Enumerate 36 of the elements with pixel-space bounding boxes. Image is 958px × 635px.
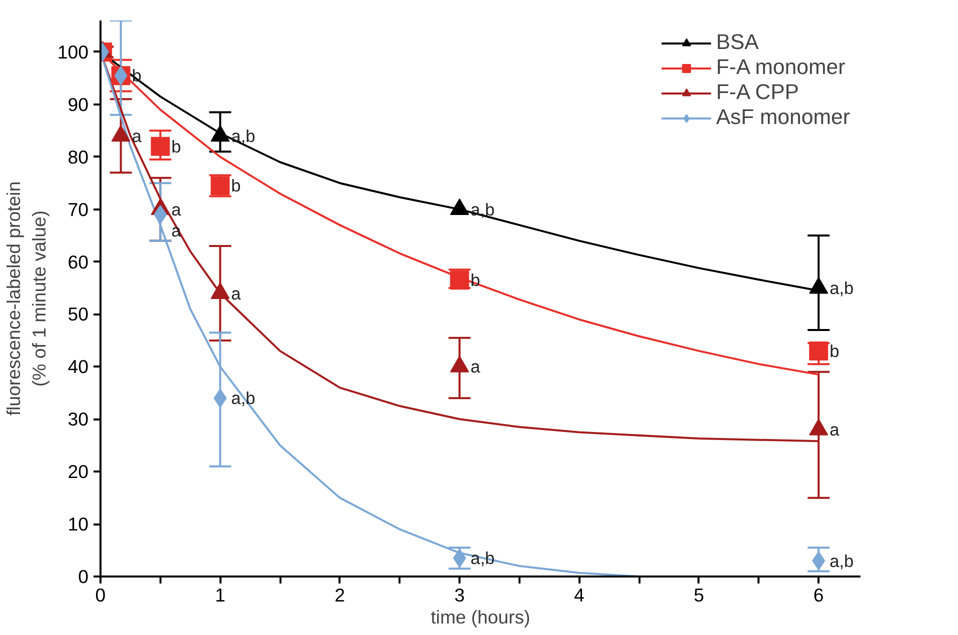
y-tick-label: 70: [68, 198, 89, 220]
annotation: b: [231, 176, 241, 196]
x-tick-label: 0: [95, 584, 106, 606]
y-tick-label: 90: [68, 94, 89, 115]
annotation: a: [231, 283, 242, 304]
y-tick-label: 80: [68, 146, 89, 168]
x-tick-label: 5: [694, 584, 704, 606]
y-tick-label: 40: [68, 356, 89, 378]
x-tick-label: 6: [813, 584, 824, 606]
x-tick-label: 2: [334, 584, 346, 606]
x-tick-label: 3: [454, 584, 465, 606]
annotation: a,b: [470, 199, 495, 220]
y-tick-label: 100: [57, 41, 89, 62]
annotation: a: [470, 356, 481, 377]
legend-label: F-A monomer: [716, 55, 846, 80]
y-axis-title: fluorescence-labeled protein (% of 1 minute value): [3, 181, 50, 416]
annotation: b: [171, 136, 181, 156]
annotation: a: [132, 126, 142, 146]
x-axis-title: time (hours): [430, 606, 530, 628]
annotation: b: [830, 340, 840, 361]
annotation: a: [830, 420, 840, 440]
y-tick-label: 10: [68, 514, 89, 535]
annotation: a: [171, 199, 182, 220]
y-tick-label: 20: [68, 461, 89, 482]
x-tick-label: 1: [214, 584, 226, 606]
y-tick-label: 30: [68, 408, 89, 430]
annotation: a,b: [231, 126, 256, 146]
y-tick-label: 0: [78, 566, 89, 587]
annotation: a,b: [830, 278, 854, 298]
legend-label: F-A CPP: [716, 80, 800, 105]
y-tick-label: 60: [68, 251, 89, 272]
y-tick-label: 50: [68, 304, 89, 325]
legend-label: BSA: [716, 30, 759, 55]
x-tick-label: 4: [574, 584, 584, 606]
annotation: a,b: [830, 550, 854, 571]
legend-label: AsF monomer: [716, 105, 850, 130]
